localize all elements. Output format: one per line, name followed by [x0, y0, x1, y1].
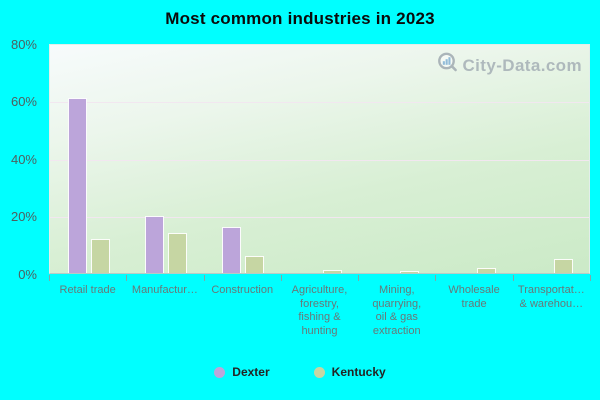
- category-label-3: Agriculture, forestry, fishing & hunting: [291, 284, 348, 337]
- legend-swatch-dexter: [214, 366, 226, 378]
- plot-area: City-Data.com: [49, 44, 590, 274]
- x-axis-tick: [512, 275, 514, 281]
- x-axis-tick: [590, 275, 591, 281]
- legend-label-dexter: Dexter: [232, 365, 270, 379]
- bar-kentucky-0: [90, 238, 110, 273]
- legend-item-kentucky[interactable]: Kentucky: [313, 365, 386, 379]
- legend-swatch-kentucky: [313, 366, 325, 378]
- gridline-60%: [50, 102, 589, 103]
- y-tick-label-40%: 40%: [10, 151, 37, 167]
- bar-kentucky-2: [245, 255, 265, 273]
- legend-item-dexter[interactable]: Dexter: [214, 365, 270, 379]
- category-label-6: Transportat… & warehou…: [517, 284, 585, 310]
- category-label-1: Manufactur…: [131, 284, 198, 296]
- x-axis-tick: [358, 275, 360, 281]
- y-tick-label-20%: 20%: [10, 209, 37, 224]
- x-axis-tick: [203, 275, 205, 281]
- chart-title: Most common industries in 2023: [165, 9, 435, 28]
- gridline-40%: [50, 159, 589, 161]
- bar-dexter-1: [144, 215, 164, 273]
- bar-kentucky-3: [322, 269, 342, 273]
- x-axis-tick: [280, 275, 282, 281]
- gridline-20%: [50, 217, 589, 218]
- y-tick-label-80%: 80%: [10, 36, 37, 52]
- category-label-5: Wholesale trade: [448, 284, 500, 310]
- chart-legend: Dexter Kentucky: [0, 365, 600, 379]
- magnifier-chart-icon: [436, 51, 460, 80]
- watermark[interactable]: City-Data.com: [436, 51, 582, 80]
- category-label-0: Retail trade: [59, 284, 116, 296]
- bar-dexter-0: [67, 97, 87, 273]
- x-axis-tick: [49, 275, 50, 281]
- category-label-4: Mining, quarrying, oil & gas extraction: [372, 284, 422, 337]
- y-tick-label-0%: 0%: [18, 266, 37, 282]
- bar-dexter-2: [222, 227, 242, 273]
- bar-kentucky-6: [554, 258, 574, 273]
- x-axis-tick: [126, 275, 128, 281]
- category-label-2: Construction: [211, 284, 274, 296]
- x-axis-tick: [435, 275, 437, 281]
- legend-label-kentucky: Kentucky: [331, 365, 386, 379]
- bar-kentucky-5: [477, 267, 497, 273]
- watermark-text: City-Data.com: [462, 55, 582, 75]
- bar-kentucky-4: [399, 271, 419, 273]
- y-tick-label-60%: 60%: [10, 94, 37, 109]
- bar-kentucky-1: [167, 232, 187, 273]
